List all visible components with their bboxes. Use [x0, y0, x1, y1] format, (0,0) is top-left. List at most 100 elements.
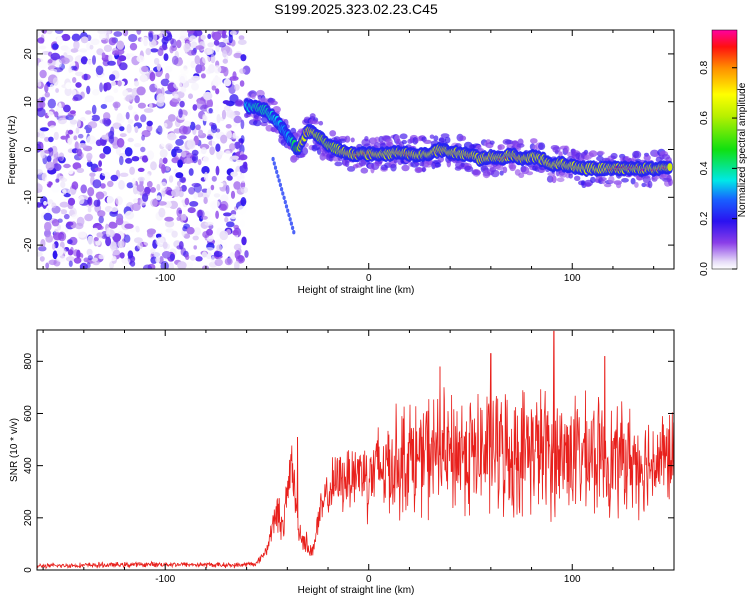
noise-blob	[206, 187, 212, 196]
noise-blob	[80, 117, 86, 122]
noise-blob	[229, 143, 236, 151]
noise-blob	[83, 73, 88, 81]
noise-blob	[144, 173, 151, 182]
spectrogram-y-tick-label: -10	[23, 190, 34, 205]
signal-halo-blob	[558, 172, 568, 178]
noise-blob	[228, 33, 233, 44]
noise-blob	[176, 39, 182, 49]
noise-blob	[85, 110, 92, 115]
noise-blob	[188, 93, 193, 99]
signal-halo-blob	[374, 136, 380, 143]
noise-blob	[67, 249, 74, 256]
signal-halo-blob	[616, 182, 622, 189]
noise-blob	[47, 111, 54, 117]
signal-tail-blob	[287, 212, 291, 218]
noise-blob	[240, 186, 249, 194]
noise-blob	[68, 260, 73, 267]
noise-blob	[91, 227, 99, 234]
noise-blob	[194, 55, 201, 65]
noise-blob	[43, 200, 48, 206]
noise-blob	[60, 209, 68, 215]
noise-blob	[218, 41, 226, 48]
noise-blob	[44, 221, 52, 232]
spectrogram-signal-track	[243, 89, 674, 235]
noise-blob	[226, 109, 234, 118]
noise-blob	[110, 207, 118, 213]
noise-blob	[164, 216, 174, 222]
noise-blob	[104, 82, 112, 91]
noise-blob	[38, 61, 48, 69]
noise-blob	[46, 155, 52, 163]
signal-halo-blob	[490, 169, 500, 178]
noise-blob	[108, 54, 113, 63]
signal-halo-blob	[309, 113, 316, 119]
signal-halo-blob	[608, 175, 615, 184]
noise-blob	[175, 172, 184, 179]
noise-blob	[143, 238, 153, 247]
signal-halo-blob	[301, 147, 309, 155]
noise-blob	[181, 151, 187, 158]
noise-blob	[203, 91, 213, 101]
noise-blob	[37, 37, 45, 44]
noise-blob	[73, 257, 82, 264]
noise-blob	[204, 221, 214, 226]
noise-blob	[188, 187, 196, 195]
noise-blob	[178, 108, 183, 119]
noise-blob	[95, 65, 104, 76]
noise-blob	[52, 77, 59, 86]
signal-halo-blob	[423, 139, 432, 144]
noise-blob	[223, 78, 232, 87]
colorbar-tick-label: 0.2	[699, 211, 710, 225]
noise-blob	[213, 251, 223, 258]
noise-blob	[210, 255, 215, 263]
noise-blob	[167, 114, 176, 122]
signal-tail-blob	[281, 191, 285, 196]
noise-blob	[73, 40, 80, 50]
noise-blob	[215, 46, 220, 52]
noise-blob	[215, 165, 220, 176]
noise-blob	[197, 159, 202, 166]
signal-halo-blob	[344, 135, 351, 143]
signal-halo-blob	[516, 143, 525, 148]
noise-blob	[237, 205, 247, 215]
noise-blob	[179, 75, 185, 84]
noise-blob	[145, 48, 152, 56]
noise-blob	[193, 227, 202, 236]
noise-blob	[239, 178, 247, 183]
noise-blob	[137, 176, 146, 182]
noise-blob	[175, 138, 184, 146]
signal-halo-blob	[464, 165, 474, 173]
noise-blob	[55, 58, 62, 68]
noise-blob	[156, 93, 165, 104]
signal-halo-blob	[538, 142, 546, 150]
noise-blob	[95, 191, 105, 200]
noise-blob	[150, 187, 156, 193]
noise-blob	[61, 33, 71, 42]
noise-blob	[37, 107, 46, 118]
noise-blob	[209, 146, 215, 156]
noise-blob	[57, 224, 61, 231]
noise-blob	[80, 36, 89, 44]
noise-blob	[148, 32, 154, 42]
noise-blob	[231, 64, 238, 71]
noise-blob	[113, 88, 119, 94]
noise-blob	[54, 111, 59, 118]
noise-blob	[144, 186, 151, 195]
noise-blob	[97, 30, 107, 34]
noise-blob	[97, 210, 106, 218]
noise-blob	[168, 175, 174, 183]
noise-blob	[177, 261, 187, 269]
noise-blob	[178, 241, 184, 250]
noise-blob	[146, 120, 153, 127]
signal-halo-blob	[530, 138, 538, 144]
noise-blob	[71, 214, 79, 219]
noise-blob	[67, 197, 76, 206]
noise-blob	[185, 261, 194, 269]
noise-blob	[222, 38, 231, 44]
noise-blob	[191, 156, 197, 162]
noise-blob	[202, 114, 207, 122]
noise-blob	[220, 134, 228, 144]
noise-blob	[47, 59, 53, 64]
noise-blob	[219, 91, 226, 98]
noise-blob	[37, 202, 42, 208]
